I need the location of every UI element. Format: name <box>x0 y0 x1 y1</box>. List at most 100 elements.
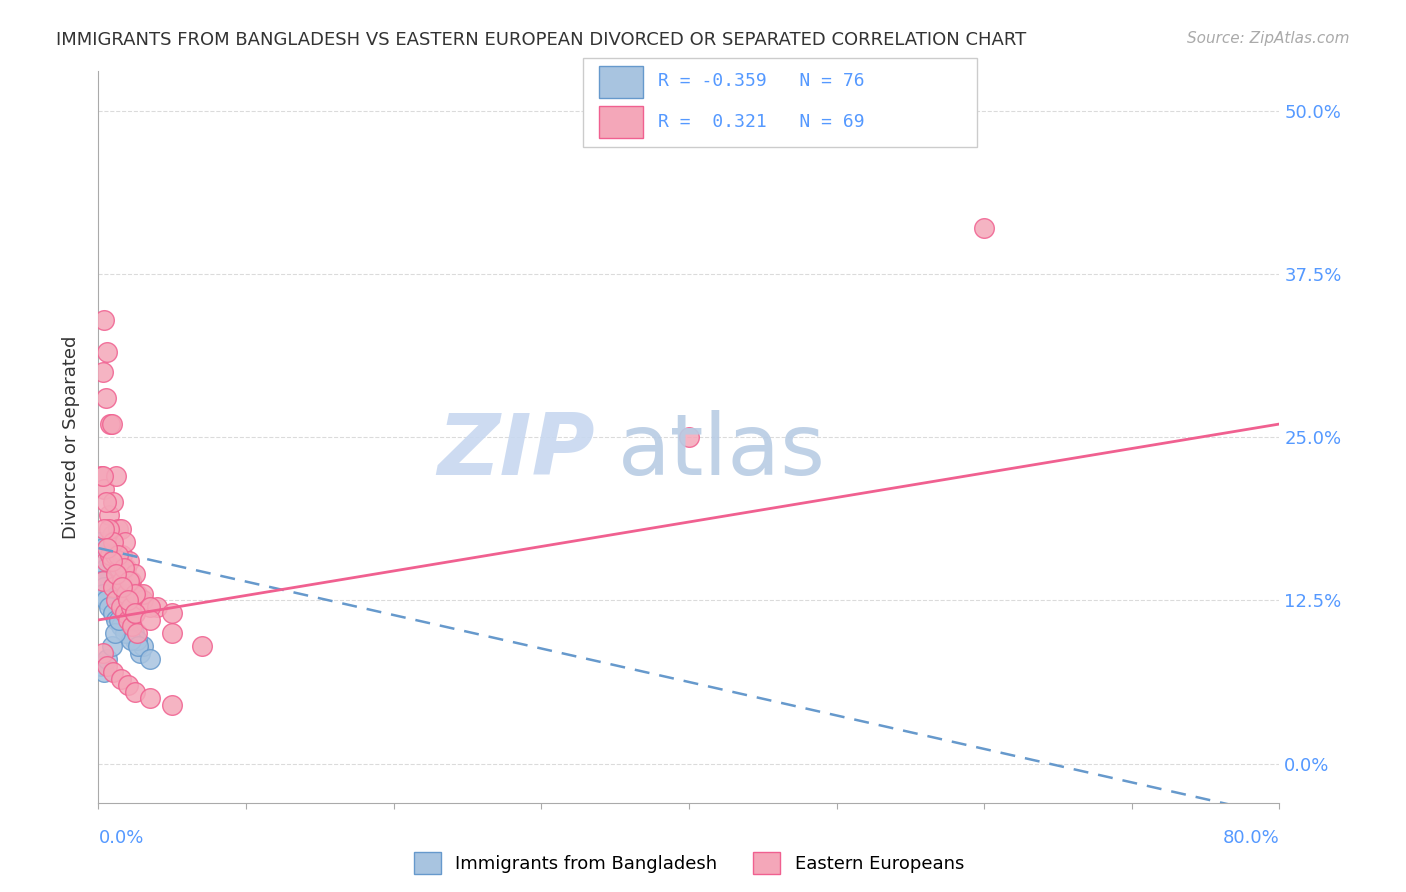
Point <box>115 619 138 633</box>
Point <box>103 534 125 549</box>
Point <box>124 685 146 699</box>
Point <box>94 554 117 568</box>
Point <box>98 417 121 431</box>
Point <box>973 221 995 235</box>
Point <box>94 593 117 607</box>
Point <box>94 560 117 574</box>
Point <box>766 110 789 124</box>
Point <box>121 619 143 633</box>
Point <box>132 593 155 607</box>
Point <box>90 554 112 568</box>
Point <box>112 619 135 633</box>
Point <box>97 574 120 588</box>
Point <box>124 607 146 621</box>
Point <box>97 599 120 614</box>
Point <box>96 574 118 588</box>
Point <box>98 548 121 562</box>
Bar <box>599 66 643 98</box>
Point <box>110 607 132 621</box>
Point <box>105 593 128 607</box>
Point <box>103 607 125 621</box>
Point <box>124 567 146 582</box>
Point <box>107 521 129 535</box>
Point <box>107 599 129 614</box>
Text: Source: ZipAtlas.com: Source: ZipAtlas.com <box>1187 31 1350 46</box>
Point <box>91 541 114 555</box>
Point <box>111 607 134 621</box>
Point <box>125 587 148 601</box>
Point <box>89 534 111 549</box>
Point <box>117 613 139 627</box>
Point <box>91 574 114 588</box>
Point <box>678 430 700 444</box>
Y-axis label: Divorced or Separated: Divorced or Separated <box>62 335 80 539</box>
Point <box>122 626 145 640</box>
Point <box>100 587 122 601</box>
FancyBboxPatch shape <box>583 58 977 147</box>
Point <box>191 639 214 653</box>
Point <box>91 646 114 660</box>
Point <box>103 599 125 614</box>
Point <box>103 587 125 601</box>
Point <box>100 639 122 653</box>
Point <box>139 691 162 706</box>
Point <box>139 599 162 614</box>
Point <box>105 593 128 607</box>
Point <box>125 626 148 640</box>
Point <box>107 599 129 614</box>
Point <box>94 495 117 509</box>
Point <box>118 626 141 640</box>
Point <box>105 567 128 582</box>
Point <box>128 646 150 660</box>
Point <box>90 574 112 588</box>
Point <box>162 626 183 640</box>
Point <box>117 678 139 692</box>
Point <box>139 652 162 666</box>
Point <box>107 607 129 621</box>
Point <box>96 652 118 666</box>
Point <box>112 607 135 621</box>
Text: 80.0%: 80.0% <box>1223 829 1279 847</box>
Point <box>124 607 146 621</box>
Point <box>117 593 139 607</box>
Point <box>115 560 138 574</box>
Point <box>105 469 128 483</box>
Point <box>108 560 131 574</box>
Point <box>93 567 115 582</box>
Point <box>111 593 134 607</box>
Bar <box>599 106 643 138</box>
Point <box>100 417 122 431</box>
Point <box>97 574 120 588</box>
Point <box>104 548 127 562</box>
Point <box>93 554 115 568</box>
Point <box>90 469 112 483</box>
Point <box>105 580 128 594</box>
Point <box>132 587 155 601</box>
Point <box>90 658 112 673</box>
Point <box>103 495 125 509</box>
Point <box>115 587 138 601</box>
Point <box>125 632 148 647</box>
Point <box>104 593 127 607</box>
Point <box>93 580 115 594</box>
Point <box>97 508 120 523</box>
Text: R = -0.359   N = 76: R = -0.359 N = 76 <box>658 72 865 90</box>
Point <box>97 521 120 535</box>
Point <box>117 607 139 621</box>
Point <box>112 613 135 627</box>
Text: R =  0.321   N = 69: R = 0.321 N = 69 <box>658 113 865 131</box>
Point <box>114 626 136 640</box>
Point <box>100 587 122 601</box>
Point <box>96 587 118 601</box>
Point <box>120 626 142 640</box>
Point <box>162 698 183 712</box>
Point <box>127 639 149 653</box>
Point <box>107 548 129 562</box>
Point <box>91 548 114 562</box>
Point <box>111 580 134 594</box>
Point <box>111 574 134 588</box>
Point <box>104 593 127 607</box>
Point <box>103 580 125 594</box>
Point <box>93 521 115 535</box>
Point <box>94 567 117 582</box>
